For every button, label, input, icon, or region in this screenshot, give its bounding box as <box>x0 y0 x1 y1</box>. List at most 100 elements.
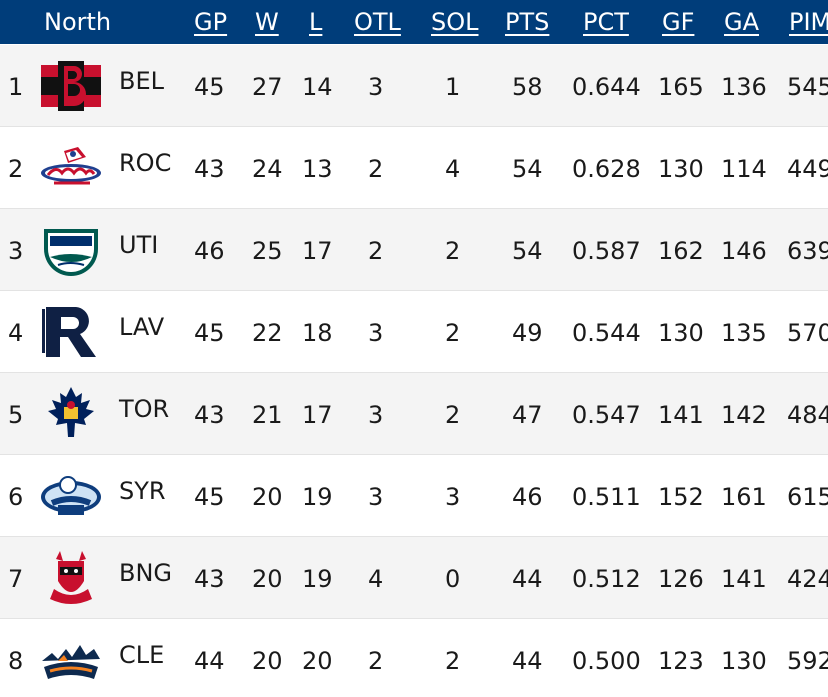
overtime-losses: 2 <box>368 155 384 183</box>
rank: 6 <box>8 483 24 511</box>
goals-against: 114 <box>721 155 767 183</box>
team-abbreviation[interactable]: CLE <box>119 641 165 669</box>
belleville-senators-logo <box>38 57 104 115</box>
games-played: 43 <box>194 155 225 183</box>
rank: 2 <box>8 155 24 183</box>
overtime-losses: 3 <box>368 73 384 101</box>
points: 54 <box>512 237 543 265</box>
goals-against: 130 <box>721 647 767 675</box>
penalty-minutes: 615 <box>787 483 828 511</box>
team-abbreviation[interactable]: ROC <box>119 149 172 177</box>
column-header-sol[interactable]: SOL <box>431 8 479 36</box>
shootout-losses: 4 <box>445 155 461 183</box>
goals-for: 162 <box>658 237 704 265</box>
goals-for: 130 <box>658 155 704 183</box>
rank: 7 <box>8 565 24 593</box>
table-header: North GP W L OTL SOL PTS PCT GF GA PIM <box>0 0 828 44</box>
games-played: 45 <box>194 73 225 101</box>
shootout-losses: 2 <box>445 401 461 429</box>
wins: 20 <box>252 647 283 675</box>
shootout-losses: 3 <box>445 483 461 511</box>
rank: 8 <box>8 647 24 675</box>
wins: 21 <box>252 401 283 429</box>
points-percentage: 0.511 <box>572 483 641 511</box>
team-abbreviation[interactable]: BEL <box>119 67 164 95</box>
goals-against: 161 <box>721 483 767 511</box>
points-percentage: 0.544 <box>572 319 641 347</box>
table-row: 1 BEL 45 27 14 3 1 58 0.644 165 136 545 <box>0 45 828 127</box>
goals-for: 123 <box>658 647 704 675</box>
table-row: 2 ROC 43 24 13 2 4 54 0.628 130 114 449 <box>0 127 828 209</box>
goals-for: 165 <box>658 73 704 101</box>
column-header-pts[interactable]: PTS <box>505 8 550 36</box>
rochester-americans-logo <box>38 139 104 197</box>
wins: 22 <box>252 319 283 347</box>
column-header-otl[interactable]: OTL <box>354 8 401 36</box>
games-played: 46 <box>194 237 225 265</box>
laval-rocket-logo <box>38 303 104 361</box>
goals-for: 130 <box>658 319 704 347</box>
column-header-pct[interactable]: PCT <box>583 8 629 36</box>
shootout-losses: 1 <box>445 73 461 101</box>
team-abbreviation[interactable]: LAV <box>119 313 165 341</box>
penalty-minutes: 592 <box>787 647 828 675</box>
goals-against: 135 <box>721 319 767 347</box>
team-abbreviation[interactable]: UTI <box>119 231 159 259</box>
penalty-minutes: 570 <box>787 319 828 347</box>
points-percentage: 0.500 <box>572 647 641 675</box>
division-name: North <box>44 8 112 36</box>
points: 47 <box>512 401 543 429</box>
shootout-losses: 2 <box>445 237 461 265</box>
losses: 14 <box>302 73 333 101</box>
syracuse-crunch-logo <box>38 467 104 525</box>
team-abbreviation[interactable]: BNG <box>119 559 173 587</box>
goals-for: 126 <box>658 565 704 593</box>
goals-against: 146 <box>721 237 767 265</box>
losses: 19 <box>302 565 333 593</box>
column-header-pim[interactable]: PIM <box>789 8 828 36</box>
shootout-losses: 2 <box>445 319 461 347</box>
column-header-l[interactable]: L <box>309 8 323 36</box>
losses: 13 <box>302 155 333 183</box>
points: 49 <box>512 319 543 347</box>
games-played: 45 <box>194 483 225 511</box>
games-played: 45 <box>194 319 225 347</box>
shootout-losses: 0 <box>445 565 461 593</box>
column-header-gp[interactable]: GP <box>194 8 228 36</box>
points-percentage: 0.644 <box>572 73 641 101</box>
column-header-w[interactable]: W <box>255 8 279 36</box>
cleveland-monsters-logo <box>38 631 104 689</box>
overtime-losses: 3 <box>368 319 384 347</box>
penalty-minutes: 484 <box>787 401 828 429</box>
utica-comets-logo <box>38 221 104 279</box>
wins: 20 <box>252 483 283 511</box>
table-row: 5 TOR 43 21 17 3 2 47 0.547 141 142 484 <box>0 373 828 455</box>
points: 46 <box>512 483 543 511</box>
points-percentage: 0.547 <box>572 401 641 429</box>
goals-for: 141 <box>658 401 704 429</box>
points-percentage: 0.628 <box>572 155 641 183</box>
shootout-losses: 2 <box>445 647 461 675</box>
rank: 3 <box>8 237 24 265</box>
team-abbreviation[interactable]: TOR <box>119 395 170 423</box>
goals-against: 142 <box>721 401 767 429</box>
table-row: 6 SYR 45 20 19 3 3 46 0.511 152 161 615 <box>0 455 828 537</box>
binghamton-devils-logo <box>38 549 104 607</box>
penalty-minutes: 639 <box>787 237 828 265</box>
wins: 25 <box>252 237 283 265</box>
rank: 1 <box>8 73 24 101</box>
overtime-losses: 3 <box>368 483 384 511</box>
column-header-ga[interactable]: GA <box>724 8 760 36</box>
losses: 18 <box>302 319 333 347</box>
column-header-gf[interactable]: GF <box>662 8 695 36</box>
table-row: 8 CLE 44 20 20 2 2 44 0.500 123 130 592 <box>0 619 828 697</box>
table-row: 4 LAV 45 22 18 3 2 49 0.544 130 135 570 <box>0 291 828 373</box>
team-abbreviation[interactable]: SYR <box>119 477 166 505</box>
overtime-losses: 3 <box>368 401 384 429</box>
wins: 24 <box>252 155 283 183</box>
overtime-losses: 2 <box>368 647 384 675</box>
points: 58 <box>512 73 543 101</box>
overtime-losses: 2 <box>368 237 384 265</box>
penalty-minutes: 545 <box>787 73 828 101</box>
